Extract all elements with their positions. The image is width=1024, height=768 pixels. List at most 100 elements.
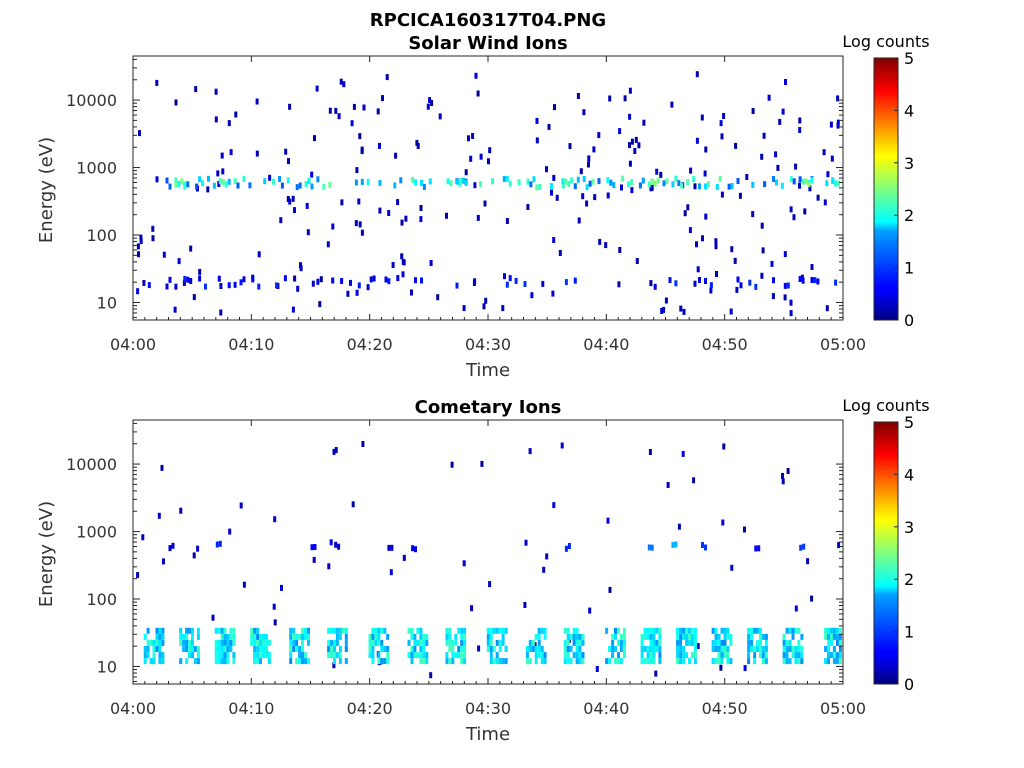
data-cell: [191, 639, 194, 646]
data-cell: [414, 277, 417, 284]
data-cell: [836, 95, 840, 102]
data-cell: [838, 646, 842, 652]
data-cell: [810, 595, 814, 602]
data-cell: [155, 633, 159, 640]
data-cell: [789, 299, 793, 306]
data-cell: [568, 143, 572, 150]
data-cell: [429, 672, 433, 679]
data-cell: [310, 183, 314, 190]
data-cell: [532, 176, 536, 183]
data-cell: [160, 464, 164, 471]
data-cell: [622, 627, 626, 634]
data-cell: [422, 646, 426, 652]
x-tick-label: 04:20: [347, 335, 393, 354]
data-cell: [614, 633, 617, 640]
data-cell: [723, 627, 727, 634]
data-cell: [670, 101, 674, 108]
data-cell: [573, 277, 577, 284]
data-cell: [643, 627, 647, 634]
data-cell: [714, 639, 718, 646]
data-cell: [575, 646, 579, 652]
data-cell: [177, 180, 181, 187]
data-cell: [501, 633, 505, 640]
data-cell: [751, 181, 755, 188]
data-cell: [729, 308, 733, 315]
data-cell: [242, 175, 246, 182]
data-cell: [218, 178, 222, 185]
data-cell: [253, 639, 257, 646]
colorbar-tick-label: 3: [904, 154, 914, 173]
data-cell: [834, 279, 838, 286]
x-tick-label: 04:50: [702, 335, 748, 354]
data-cell: [232, 652, 236, 659]
data-cell: [764, 639, 768, 646]
data-cell: [333, 652, 336, 659]
data-cell: [759, 652, 762, 659]
data-cell: [652, 639, 656, 646]
data-cell: [470, 605, 474, 612]
data-cell: [761, 658, 765, 665]
data-cell: [700, 114, 704, 121]
data-cell: [312, 556, 316, 563]
data-cell: [785, 646, 789, 652]
data-cell: [226, 639, 230, 646]
data-cell: [832, 627, 836, 634]
data-cell: [801, 178, 805, 185]
data-cell: [611, 639, 615, 646]
data-cell: [543, 658, 547, 665]
data-cell: [798, 176, 802, 183]
data-cell: [501, 627, 505, 634]
data-cell: [355, 167, 359, 174]
data-cell: [803, 208, 807, 215]
data-cell: [537, 627, 541, 634]
data-cell: [492, 646, 496, 652]
data-cell: [419, 658, 423, 665]
y-tick-label: 100: [86, 226, 117, 245]
data-cell: [608, 586, 612, 593]
data-cell: [611, 652, 615, 659]
data-cell: [688, 633, 691, 640]
data-cell: [232, 633, 236, 640]
data-cell: [341, 627, 345, 634]
data-cell: [679, 652, 683, 659]
data-cell: [693, 633, 697, 640]
data-cell: [653, 283, 657, 290]
data-cell: [396, 199, 400, 206]
data-cell: [714, 646, 718, 652]
data-cell: [161, 658, 165, 665]
data-cell: [681, 450, 685, 457]
data-cell: [523, 281, 527, 287]
data-cell: [136, 572, 140, 579]
data-cell: [764, 646, 768, 652]
data-cell: [162, 558, 165, 565]
data-cell: [224, 181, 228, 188]
data-cell: [158, 639, 162, 646]
data-cell: [753, 652, 757, 659]
data-cell: [352, 103, 356, 110]
data-cell: [223, 652, 227, 659]
data-cell: [810, 264, 814, 270]
data-cell: [566, 639, 570, 646]
colorbar-tick-label: 1: [904, 623, 914, 642]
data-cell: [185, 627, 189, 634]
data-cell: [319, 276, 323, 283]
data-cell: [413, 633, 417, 640]
x-tick-label: 05:00: [820, 699, 866, 718]
data-cell: [248, 182, 252, 189]
data-cell: [748, 279, 752, 286]
data-cell: [688, 627, 691, 634]
figure-title: RPCICA160317T04.PNG: [370, 10, 606, 31]
data-cell: [646, 627, 650, 634]
x-tick-label: 04:10: [228, 699, 274, 718]
data-cell: [189, 278, 193, 284]
data-cell: [756, 646, 759, 652]
colorbar-tick-label: 4: [904, 101, 914, 120]
data-cell: [394, 152, 398, 159]
data-cell: [457, 627, 461, 634]
data-cell: [316, 176, 320, 183]
data-cell: [259, 658, 262, 665]
data-cell: [425, 658, 429, 665]
data-cell: [578, 646, 582, 652]
data-cell: [221, 168, 225, 175]
data-cell: [575, 639, 579, 646]
